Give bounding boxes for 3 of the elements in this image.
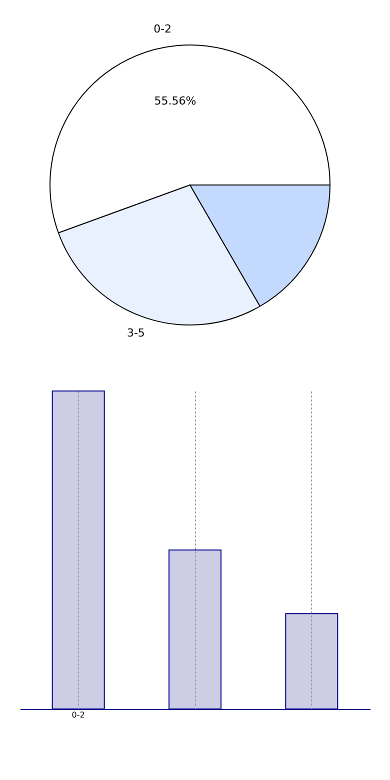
data-label: 55.56% [154,94,196,108]
slice-label: 0-2 [154,22,172,36]
slice-label: 3-5 [126,326,145,340]
